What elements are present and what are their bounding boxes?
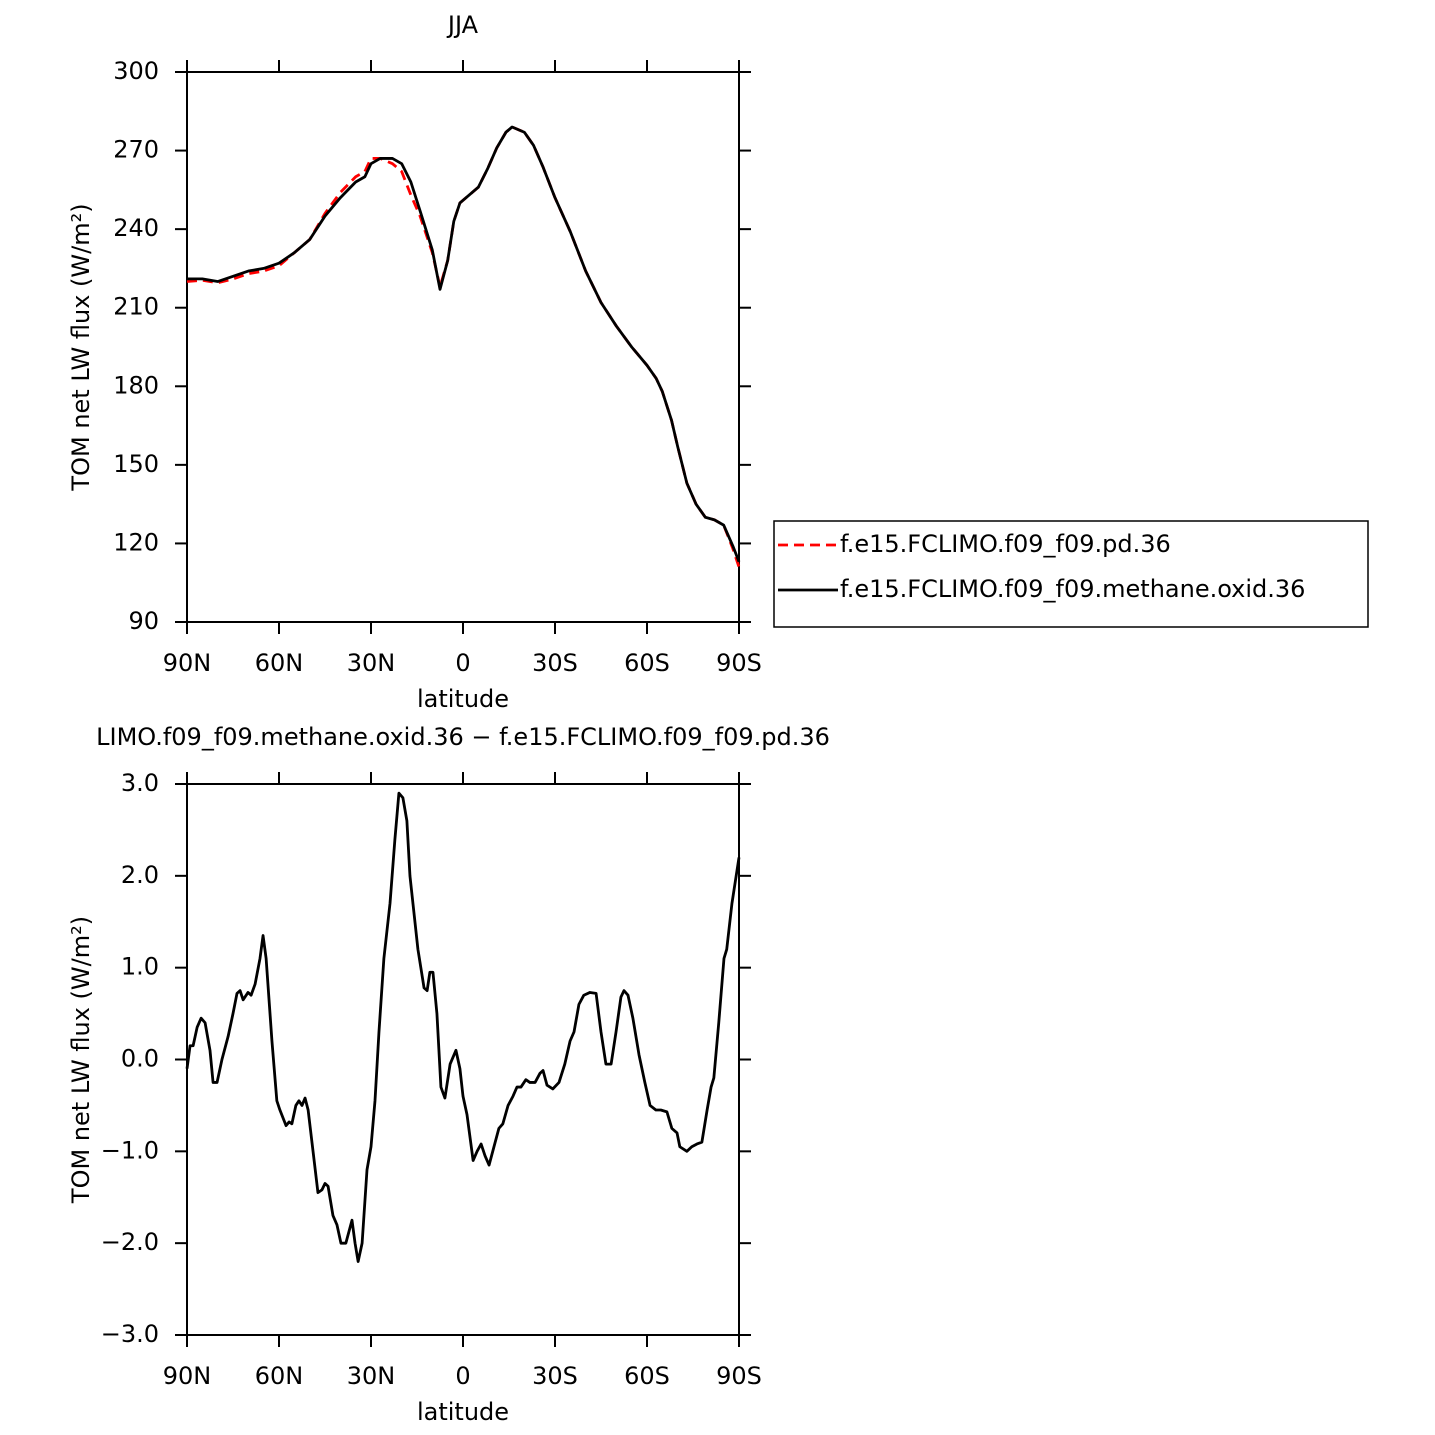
- x-tick-label: 60N: [255, 649, 304, 677]
- legend-label: f.e15.FCLIMO.f09_f09.methane.oxid.36: [840, 575, 1305, 603]
- x-tick-label: 30S: [532, 649, 578, 677]
- x-tick-label: 0: [455, 649, 470, 677]
- y-tick-label: 2.0: [121, 861, 159, 889]
- chart-title: LIMO.f09_f09.methane.oxid.36 − f.e15.FCL…: [96, 723, 830, 751]
- data-line: [187, 125, 741, 563]
- y-tick-label: −3.0: [101, 1320, 159, 1348]
- x-tick-label: 60S: [624, 1362, 670, 1390]
- x-tick-label: 90N: [163, 1362, 212, 1390]
- y-tick-label: 180: [113, 371, 159, 399]
- y-tick-label: 240: [113, 214, 159, 242]
- x-tick-label: 90N: [163, 649, 212, 677]
- y-tick-label: −2.0: [101, 1228, 159, 1256]
- x-tick-label: 90S: [716, 1362, 762, 1390]
- y-tick-label: 0.0: [121, 1045, 159, 1073]
- legend-box: [773, 520, 1369, 628]
- y-tick-label: 3.0: [121, 769, 159, 797]
- x-tick-label: 0: [455, 1362, 470, 1390]
- x-tick-label: 30S: [532, 1362, 578, 1390]
- y-tick-label: 270: [113, 136, 159, 164]
- plot-frame: [186, 71, 740, 623]
- x-tick-label: 90S: [716, 649, 762, 677]
- data-line: [185, 791, 741, 1263]
- y-axis-label: TOM net LW flux (W/m²): [67, 203, 95, 491]
- data-line: [186, 125, 741, 568]
- x-tick-label: 30N: [347, 649, 396, 677]
- y-tick-label: 300: [113, 57, 159, 85]
- x-tick-label: 60S: [624, 649, 670, 677]
- y-tick-label: 150: [113, 450, 159, 478]
- y-axis-label: TOM net LW flux (W/m²): [67, 916, 95, 1204]
- y-tick-label: 210: [113, 293, 159, 321]
- chart-title: JJA: [446, 11, 479, 39]
- y-tick-label: 120: [113, 528, 159, 556]
- y-tick-label: 90: [128, 607, 159, 635]
- y-tick-label: −1.0: [101, 1136, 159, 1164]
- x-tick-label: 30N: [347, 1362, 396, 1390]
- x-tick-label: 60N: [255, 1362, 304, 1390]
- plot-frame: [186, 783, 740, 1336]
- legend-label: f.e15.FCLIMO.f09_f09.pd.36: [840, 530, 1171, 558]
- y-tick-label: 1.0: [121, 953, 159, 981]
- x-axis-label: latitude: [417, 685, 509, 713]
- x-axis-label: latitude: [417, 1398, 509, 1426]
